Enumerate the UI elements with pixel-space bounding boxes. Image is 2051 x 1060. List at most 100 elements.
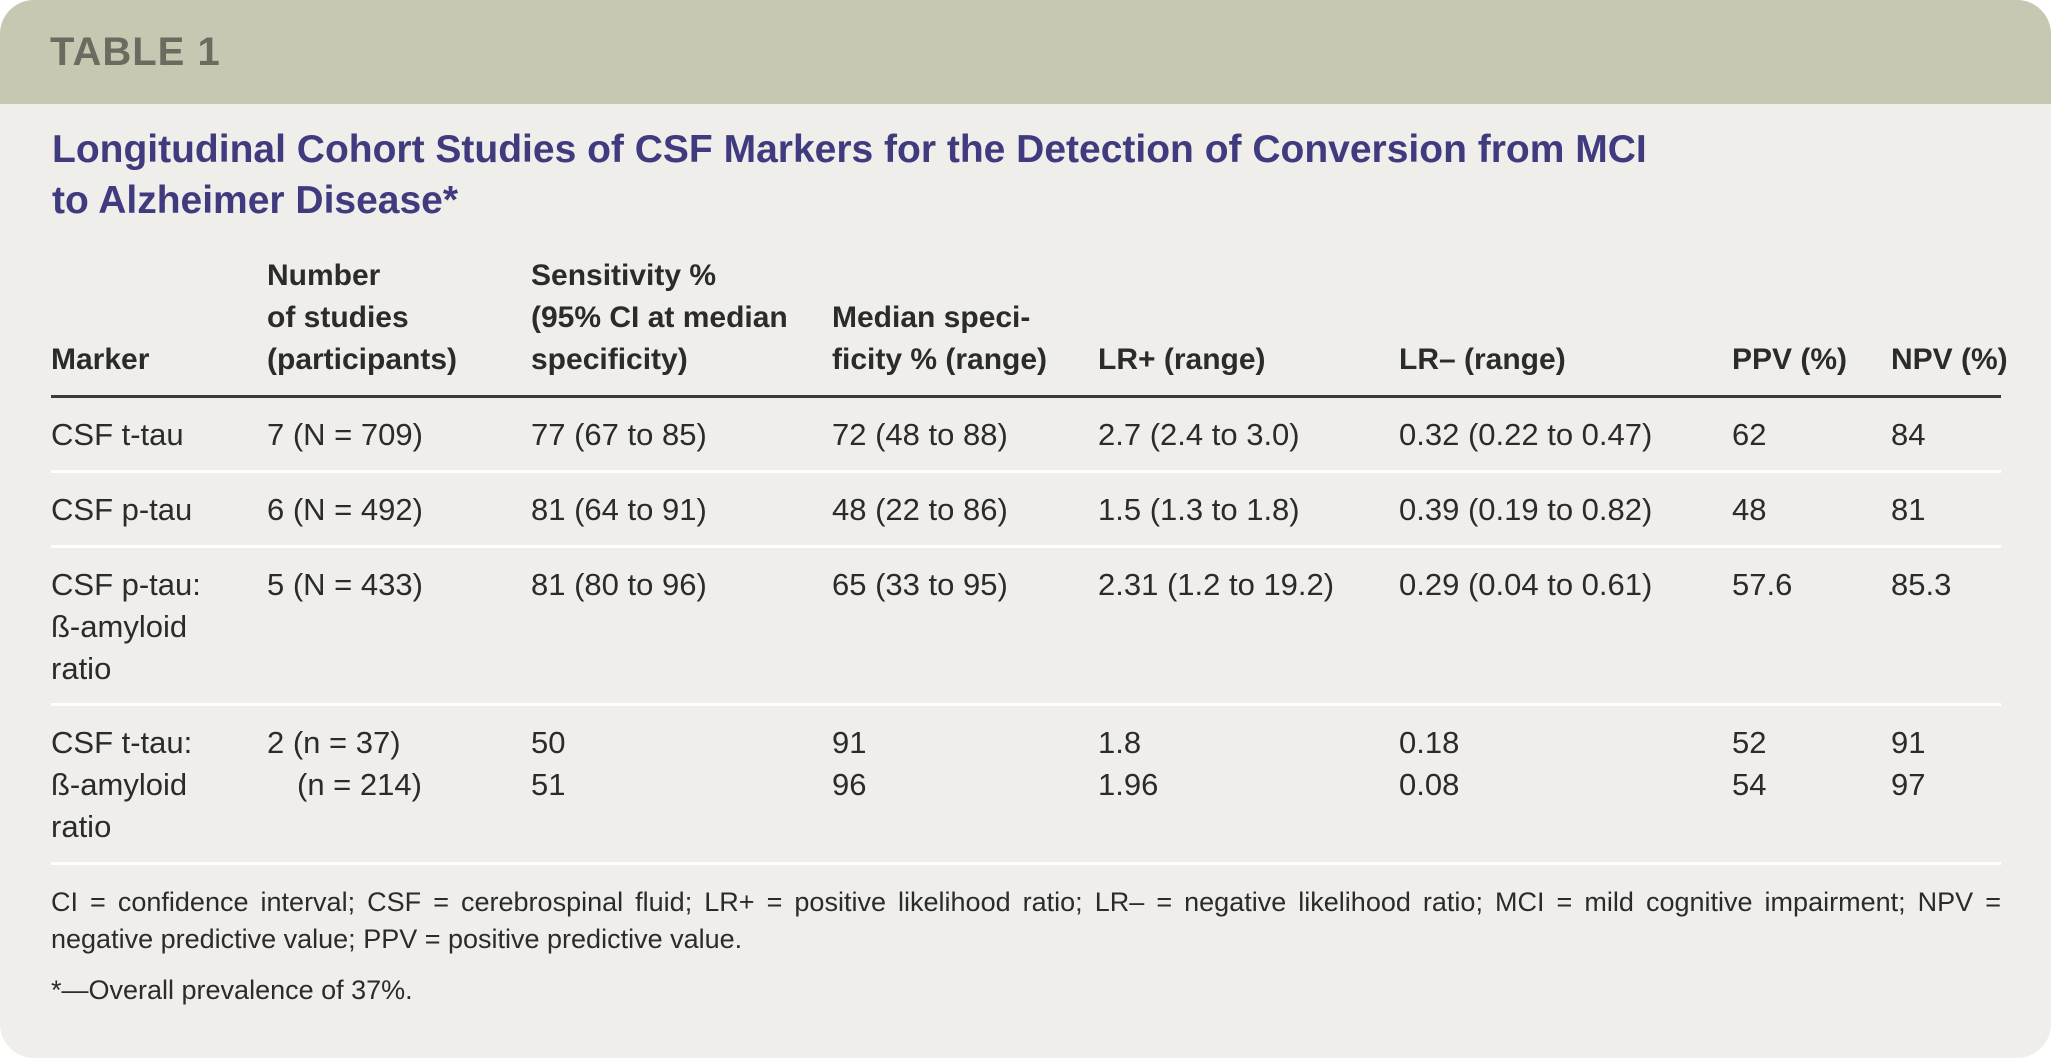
cell-text: 96 [832, 767, 867, 802]
header-studies-line: of studies [267, 301, 409, 334]
header-specificity-line: ficity % (range) [832, 343, 1048, 376]
cell-ppv: 52 54 [1732, 722, 1766, 806]
cell-text: 72 (48 to 88) [832, 417, 1008, 452]
cell-text: CSF t-tau [51, 417, 184, 452]
cell-text: 6 (N = 492) [267, 492, 423, 527]
cell-sensitivity: 50 51 [531, 722, 565, 806]
header-marker: Marker [51, 339, 149, 381]
cell-text: 2.31 (1.2 to 19.2) [1098, 567, 1335, 602]
cell-sensitivity: 81 (64 to 91) [531, 489, 707, 531]
cell-text: CSF p-tau: [51, 567, 201, 602]
cell-text: CSF t-tau: [51, 725, 193, 760]
cell-text: 48 (22 to 86) [832, 492, 1008, 527]
cell-lr-positive: 1.8 1.96 [1098, 722, 1158, 806]
cell-text: 51 [531, 767, 566, 802]
table-tab-header: TABLE 1 [0, 0, 2051, 104]
header-lr-positive: LR+ (range) [1098, 339, 1266, 381]
footnote-prevalence: *—Overall prevalence of 37%. [51, 975, 413, 1005]
cell-specificity: 48 (22 to 86) [832, 489, 1008, 531]
cell-marker: CSF p-tau [51, 489, 192, 531]
table-title-line-2: to Alzheimer Disease* [52, 179, 459, 222]
header-ppv: PPV (%) [1732, 339, 1847, 381]
table-row: CSF t-tau 7 (N = 709) 77 (67 to 85) 72 (… [51, 398, 2001, 473]
header-marker-line: Marker [51, 343, 150, 376]
cell-text: (n = 214) [297, 767, 422, 802]
cell-sensitivity: 77 (67 to 85) [531, 414, 707, 456]
cell-text: 1.5 (1.3 to 1.8) [1098, 492, 1300, 527]
header-number-of-studies: Number of studies (participants) [267, 255, 457, 381]
cell-text: 52 [1732, 725, 1767, 760]
cell-ppv: 57.6 [1732, 564, 1792, 606]
header-sensitivity-line: (95% CI at median [531, 301, 788, 334]
table-row: CSF p-tau: ß-amyloid ratio 5 (N = 433) 8… [51, 548, 2001, 706]
cell-text: 0.39 (0.19 to 0.82) [1399, 492, 1653, 527]
header-lr-negative-line: LR– (range) [1399, 343, 1566, 376]
cell-studies: 7 (N = 709) [267, 414, 423, 456]
cell-lr-negative: 0.29 (0.04 to 0.61) [1399, 564, 1652, 606]
cell-text: ratio [51, 809, 112, 844]
cell-ppv: 48 [1732, 489, 1766, 531]
cell-lr-positive: 2.7 (2.4 to 3.0) [1098, 414, 1300, 456]
cell-marker: CSF t-tau [51, 414, 184, 456]
table-footnotes: CI = confidence interval; CSF = cerebros… [51, 884, 2001, 1009]
footnote-abbreviations: CI = confidence interval; CSF = cerebros… [51, 887, 2001, 954]
cell-marker: CSF t-tau: ß-amyloid ratio [51, 722, 192, 848]
cell-text: 65 (33 to 95) [832, 567, 1008, 602]
cell-marker: CSF p-tau: ß-amyloid ratio [51, 564, 201, 690]
cell-text: 0.29 (0.04 to 0.61) [1399, 567, 1653, 602]
header-median-specificity: Median speci- ficity % (range) [832, 297, 1047, 381]
cell-text: 57.6 [1732, 567, 1793, 602]
cell-text: 48 [1732, 492, 1767, 527]
header-lr-positive-line: LR+ (range) [1098, 343, 1266, 376]
cell-lr-negative: 0.18 0.08 [1399, 722, 1459, 806]
table-row: CSF t-tau: ß-amyloid ratio 2 (n = 37) (n… [51, 706, 2001, 865]
header-sensitivity-line: Sensitivity % [531, 259, 717, 292]
cell-lr-negative: 0.32 (0.22 to 0.47) [1399, 414, 1652, 456]
header-studies-line: (participants) [267, 343, 458, 376]
cell-text: ß-amyloid [51, 609, 188, 644]
header-ppv-line: PPV (%) [1732, 343, 1848, 376]
cell-text: 84 [1891, 417, 1926, 452]
cell-text: 2.7 (2.4 to 3.0) [1098, 417, 1300, 452]
cell-ppv: 62 [1732, 414, 1766, 456]
cell-text: 1.96 [1098, 767, 1159, 802]
cell-specificity: 72 (48 to 88) [832, 414, 1008, 456]
cell-text: 81 (64 to 91) [531, 492, 707, 527]
header-lr-negative: LR– (range) [1399, 339, 1566, 381]
cell-text: 81 (80 to 96) [531, 567, 707, 602]
cell-lr-positive: 2.31 (1.2 to 19.2) [1098, 564, 1334, 606]
cell-lr-positive: 1.5 (1.3 to 1.8) [1098, 489, 1300, 531]
header-npv: NPV (%) [1891, 339, 2008, 381]
header-studies-line: Number [267, 259, 381, 292]
cell-text: 85.3 [1891, 567, 1952, 602]
header-sensitivity: Sensitivity % (95% CI at median specific… [531, 255, 788, 381]
cell-npv: 84 [1891, 414, 1925, 456]
cell-text: 97 [1891, 767, 1926, 802]
cell-text: ß-amyloid [51, 767, 188, 802]
cell-lr-negative: 0.39 (0.19 to 0.82) [1399, 489, 1652, 531]
header-sensitivity-line: specificity) [531, 343, 688, 376]
cell-sensitivity: 81 (80 to 96) [531, 564, 707, 606]
header-specificity-line: Median speci- [832, 301, 1031, 334]
cell-text: 7 (N = 709) [267, 417, 423, 452]
cell-text: 81 [1891, 492, 1926, 527]
cell-text: 77 (67 to 85) [531, 417, 707, 452]
cell-text: 54 [1732, 767, 1767, 802]
table-title: Longitudinal Cohort Studies of CSF Marke… [52, 124, 1952, 226]
cell-npv: 85.3 [1891, 564, 1951, 606]
cell-text: 91 [1891, 725, 1926, 760]
cell-specificity: 65 (33 to 95) [832, 564, 1008, 606]
cell-text: 5 (N = 433) [267, 567, 423, 602]
cell-text: CSF p-tau [51, 492, 193, 527]
cell-specificity: 91 96 [832, 722, 866, 806]
cell-studies: 6 (N = 492) [267, 489, 423, 531]
table-number-label: TABLE 1 [50, 30, 221, 74]
cell-npv: 91 97 [1891, 722, 1925, 806]
data-table: Marker Number of studies (participants) … [51, 255, 2008, 865]
cell-studies: 5 (N = 433) [267, 564, 423, 606]
cell-text: 62 [1732, 417, 1767, 452]
cell-text: 0.08 [1399, 767, 1460, 802]
cell-text: 91 [832, 725, 867, 760]
cell-text: 1.8 [1098, 725, 1142, 760]
